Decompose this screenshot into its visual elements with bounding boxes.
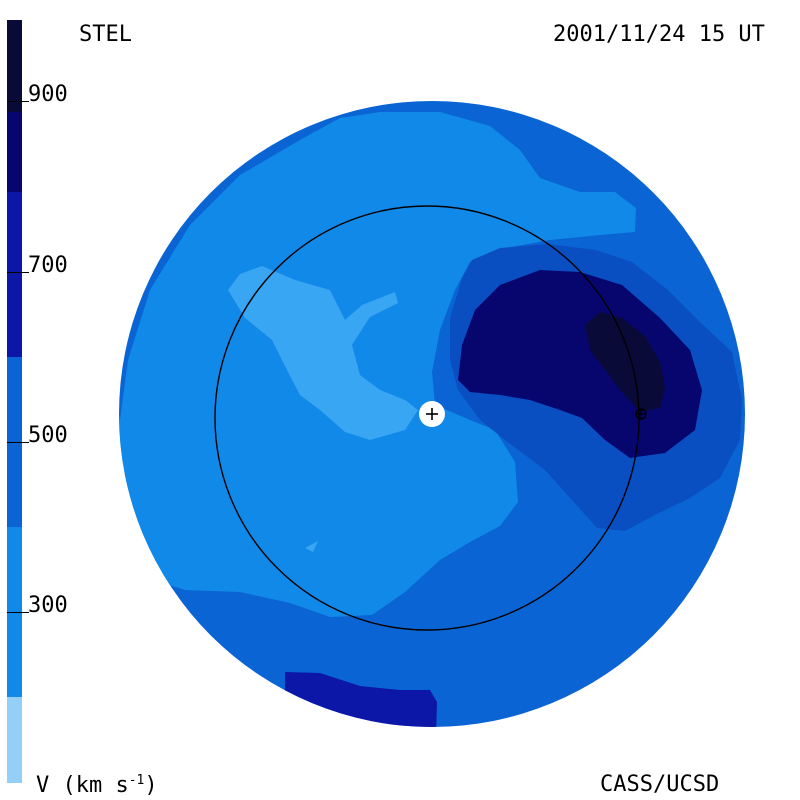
colorbar-band-1	[7, 20, 22, 112]
colorbar-tick-label-900: 900	[28, 82, 68, 107]
earth-marker	[635, 408, 647, 420]
velocity-region-slow-fleck	[305, 541, 318, 552]
velocity-region-low	[119, 112, 636, 617]
colorbar-tick-900	[7, 101, 29, 102]
sun-marker	[419, 401, 445, 427]
observatory-label: STEL	[79, 22, 132, 47]
colorbar-tick-300	[7, 612, 29, 613]
units-close: )	[144, 773, 158, 798]
colorbar-tick-700	[7, 272, 29, 273]
units-exponent: -1	[128, 773, 145, 788]
velocity-region-slow	[228, 266, 418, 440]
colorbar-tick-label-500: 500	[28, 423, 68, 448]
colorbar-band-6	[7, 697, 22, 783]
units-label: V (km s-1)	[36, 774, 158, 797]
colorbar-tick-label-300: 300	[28, 593, 68, 618]
colorbar-band-3	[7, 192, 22, 357]
units-text: V (km s	[36, 773, 129, 798]
colorbar-tick-label-700: 700	[28, 253, 68, 278]
timestamp-label: 2001/11/24 15 UT	[553, 22, 765, 47]
colorbar-band-2	[7, 112, 22, 192]
credit-label: CASS/UCSD	[600, 772, 720, 797]
velocity-region-fastest	[585, 312, 665, 412]
colorbar-tick-500	[7, 442, 29, 443]
